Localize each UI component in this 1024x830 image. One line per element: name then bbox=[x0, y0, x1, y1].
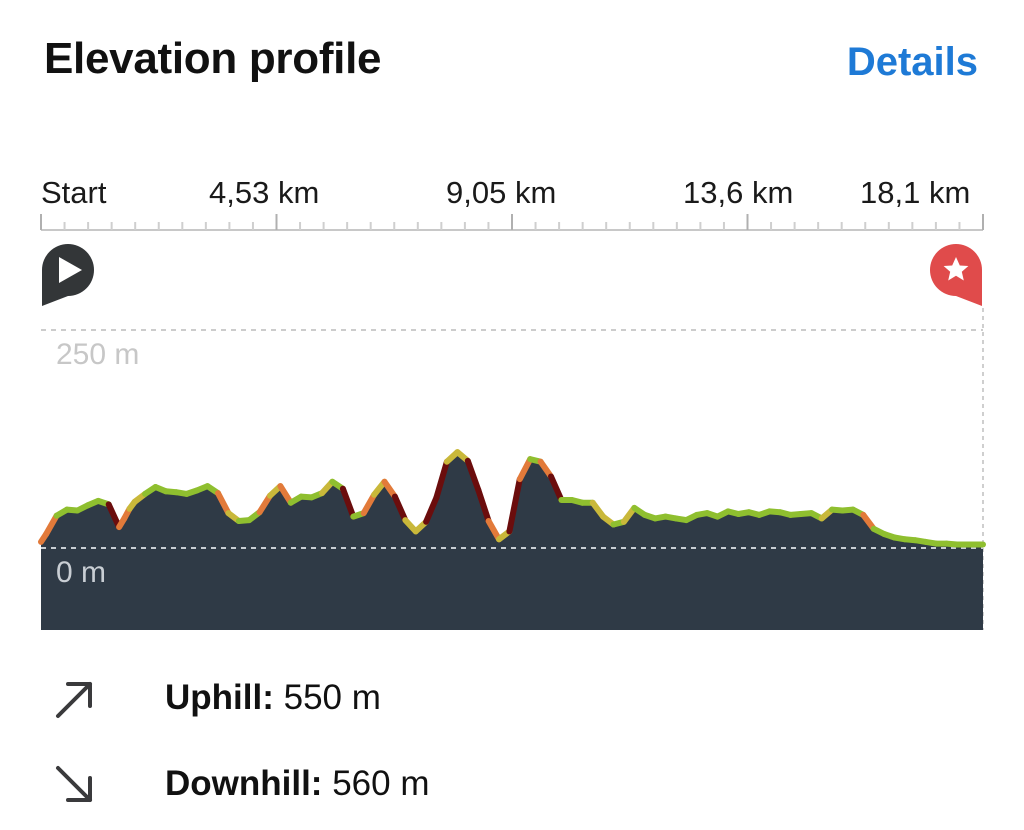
start-marker[interactable] bbox=[42, 244, 94, 306]
elevation-area bbox=[41, 452, 983, 630]
elevation-segment bbox=[537, 458, 554, 480]
uphill-row: Uphill: 550 m bbox=[0, 668, 1024, 728]
elevation-segment bbox=[360, 491, 378, 517]
elevation-segment bbox=[256, 492, 273, 516]
downhill-text: Downhill: 560 m bbox=[165, 764, 429, 804]
elevation-chart[interactable]: 250 m 0 m bbox=[0, 0, 1024, 660]
elevation-segment bbox=[43, 512, 60, 537]
uphill-label: Uphill: bbox=[165, 678, 274, 717]
elevation-segment bbox=[105, 501, 123, 531]
elevation-segment bbox=[277, 483, 294, 506]
uphill-text: Uphill: 550 m bbox=[165, 678, 381, 718]
distance-label-3: 9,05 km bbox=[446, 175, 557, 210]
elevation-segment bbox=[464, 457, 482, 493]
downhill-row: Downhill: 560 m bbox=[0, 754, 1024, 814]
elevation-segment bbox=[391, 493, 409, 524]
elevation-segment bbox=[423, 494, 440, 525]
distance-axis-ticks bbox=[40, 214, 984, 231]
elevation-segment bbox=[485, 518, 502, 543]
distance-label-4: 13,6 km bbox=[683, 175, 794, 210]
arrow-up-right-icon bbox=[56, 682, 92, 718]
elevation-segment bbox=[381, 478, 398, 500]
elevation-segment bbox=[433, 458, 450, 501]
elevation-segment bbox=[215, 490, 232, 517]
distance-label-end: 18,1 km bbox=[860, 175, 971, 210]
arrow-down-right-icon bbox=[56, 766, 92, 802]
downhill-label: Downhill: bbox=[165, 764, 323, 803]
play-icon bbox=[59, 257, 82, 283]
elevation-segment bbox=[475, 486, 492, 524]
elevation-segment bbox=[339, 485, 357, 520]
downhill-value: 560 m bbox=[332, 764, 430, 803]
page-title: Elevation profile bbox=[44, 34, 382, 83]
elevation-segment bbox=[548, 473, 565, 503]
details-button[interactable]: Details bbox=[846, 40, 978, 84]
end-marker[interactable] bbox=[930, 244, 982, 306]
elevation-segment bbox=[516, 456, 534, 483]
uphill-value: 550 m bbox=[283, 678, 381, 717]
distance-label-start: Start bbox=[41, 175, 107, 210]
star-icon bbox=[943, 257, 969, 281]
y-tick-label-0: 0 m bbox=[56, 556, 106, 589]
distance-label-2: 4,53 km bbox=[209, 175, 320, 210]
y-tick-label-250: 250 m bbox=[56, 338, 139, 371]
elevation-line bbox=[38, 449, 986, 548]
elevation-segment bbox=[506, 476, 523, 535]
